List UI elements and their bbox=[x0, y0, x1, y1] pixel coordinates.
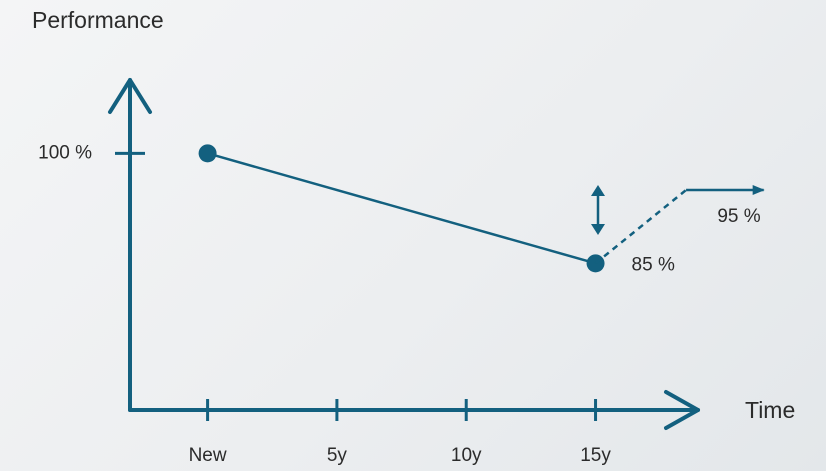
data-point bbox=[199, 144, 217, 162]
performance-line bbox=[208, 153, 596, 263]
value-label: 85 % bbox=[632, 254, 675, 275]
page: {"chart_data": {"type": "line", "y_label… bbox=[0, 0, 826, 471]
x-axis-label: Time bbox=[745, 397, 795, 423]
x-tick-label: 15y bbox=[580, 445, 611, 466]
chart: Performance Time New 5y 10y 15y 100 % 85 % 95 … bbox=[0, 0, 826, 471]
x-tick-label: 10y bbox=[451, 445, 482, 466]
y-axis-label: Performance bbox=[32, 7, 164, 33]
y-tick-label: 100 % bbox=[38, 142, 92, 163]
x-tick-label: New bbox=[189, 445, 227, 466]
adjust-icon bbox=[591, 185, 605, 235]
x-tick-label: 5y bbox=[327, 445, 348, 466]
value-label: 95 % bbox=[717, 206, 760, 227]
axes bbox=[110, 80, 698, 428]
upgrade-dashed bbox=[596, 190, 687, 263]
